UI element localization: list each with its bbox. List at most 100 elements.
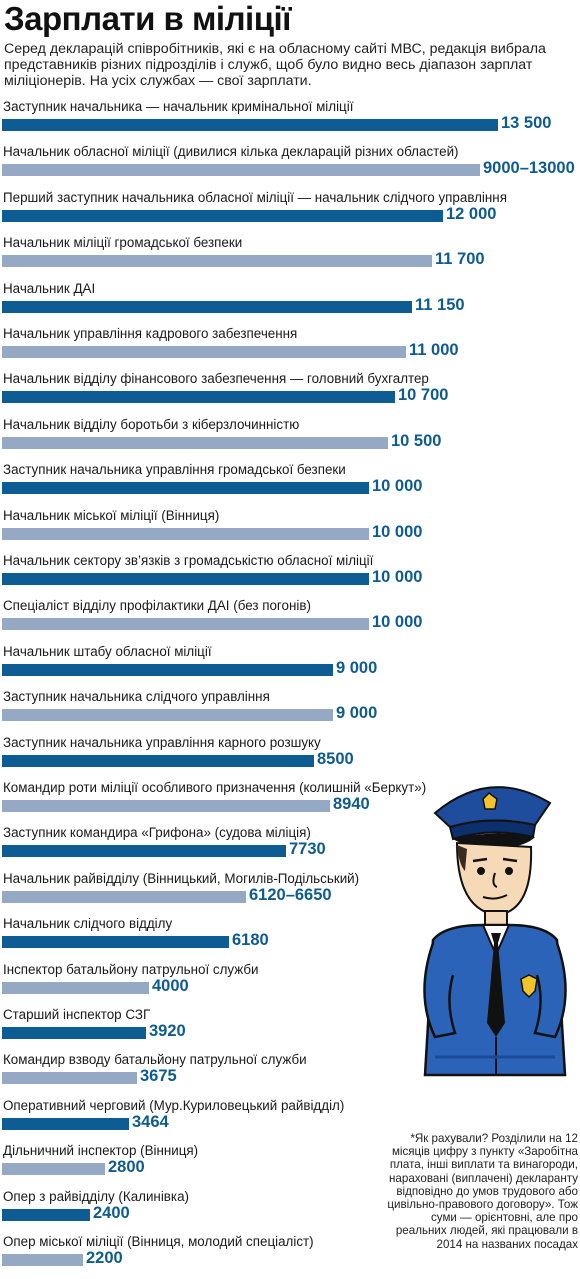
chart-row: Інспектор батальйону патрульної служби 40… [0, 962, 580, 1007]
police-officer-illustration [423, 786, 567, 1077]
value-label: 2400 [93, 1203, 130, 1222]
chart-row: Командир роти міліції особливого признач… [0, 780, 580, 825]
chart-row: Начальник відділу боротьби з кіберзлочин… [0, 417, 580, 462]
value-label: 12 000 [446, 204, 497, 223]
category-label: Начальник відділу боротьби з кіберзлочин… [3, 416, 300, 432]
value-label: 10 000 [372, 522, 423, 541]
page-subtitle: Серед декларацій співробітників, які є н… [4, 41, 546, 89]
bar [2, 573, 369, 585]
category-label: Заступник начальника управління карного … [3, 734, 321, 750]
value-label: 10 700 [398, 386, 449, 405]
value-label: 11 150 [415, 295, 465, 314]
value-label: 4000 [152, 976, 189, 995]
value-label: 7730 [289, 840, 326, 859]
bar [2, 527, 369, 540]
value-label: 3675 [140, 1067, 177, 1086]
category-label: Начальник штабу обласної міліції [3, 643, 212, 659]
bar [2, 1208, 90, 1221]
value-label: 8940 [333, 795, 370, 813]
category-label: Заступник начальника — начальник криміна… [3, 99, 354, 114]
category-label: Опер міської міліції (Вінниця, молодий с… [3, 1234, 314, 1249]
chart-row: Заступник начальника управління карного … [0, 735, 580, 780]
category-label: Начальник слідчого відділу [3, 916, 173, 932]
bar [2, 754, 314, 767]
category-label: Старший інспектор СЗГ [3, 1007, 151, 1022]
police-officer-icon [423, 786, 567, 1077]
chart-row: Старший інспектор СЗГ 3920 [0, 1007, 580, 1052]
bar [2, 255, 432, 268]
category-label: Дільничний інспектор (Вінниця) [3, 1143, 199, 1159]
bar [2, 709, 333, 722]
category-label: Заступник начальника управління громадсь… [3, 462, 346, 478]
value-label: 11 000 [409, 341, 459, 359]
bar [2, 209, 443, 222]
bar [2, 482, 369, 495]
bar [2, 1254, 83, 1266]
chart-row: Начальник міської міліції (Вінниця) 10 00… [0, 508, 580, 553]
bar [2, 981, 149, 994]
chart-row: Начальник райвідділу (Вінницький, Могилі… [0, 871, 580, 916]
value-label: 6180 [232, 931, 269, 950]
category-label: Спеціаліст відділу профілактики ДАІ (без… [3, 598, 311, 614]
bar [2, 663, 333, 676]
category-label: Начальник ДАІ [3, 280, 96, 296]
bar [2, 1163, 105, 1176]
bar [2, 300, 412, 313]
value-label: 2800 [108, 1158, 145, 1177]
chart-row: Начальник штабу обласної міліції 9 000 [0, 644, 580, 689]
value-label: 10 000 [372, 477, 423, 496]
category-label: Начальник відділу фінансового забезпечен… [3, 371, 429, 387]
chart-row: Заступник начальника — начальник криміна… [0, 99, 580, 144]
bar [2, 391, 395, 404]
value-label: 3920 [149, 1022, 186, 1040]
chart-row: Начальник обласної міліції (дивилися кіл… [0, 144, 580, 189]
category-label: Начальник обласної міліції (дивилися кіл… [3, 144, 459, 160]
bar [2, 1117, 129, 1130]
value-label: 9000–13000 [483, 159, 575, 178]
category-label: Начальник управління кадрового забезпече… [3, 326, 298, 341]
value-label: 6120–6650 [249, 885, 332, 904]
category-label: Начальник міліції громадської безпеки [3, 235, 243, 251]
chart-row: Спеціаліст відділу профілактики ДАІ (без… [0, 598, 580, 643]
bar [2, 164, 480, 177]
page-title: Зарплати в міліції [4, 0, 291, 37]
value-label: 8500 [317, 749, 354, 768]
value-label: 11 700 [435, 250, 485, 269]
value-label: 10 500 [391, 431, 442, 450]
chart-row: Начальник відділу фінансового забезпечен… [0, 371, 580, 416]
chart-row: Дільничний інспектор (Вінниця) 2800 [0, 1143, 580, 1188]
category-label: Заступник начальника слідчого управління [3, 689, 270, 705]
value-label: 13 500 [501, 114, 552, 132]
bar [2, 800, 330, 812]
bar [2, 618, 369, 631]
category-label: Командир взводу батальйону патрульної сл… [3, 1052, 307, 1068]
category-label: Інспектор батальйону патрульної служби [3, 961, 259, 977]
chart-row: Начальник сектору зв’язків з громадськіс… [0, 553, 580, 598]
category-label: Начальник райвідділу (Вінницький, Могилі… [3, 870, 360, 886]
chart-row: Перший заступник начальника обласної міл… [0, 190, 580, 235]
category-label: Начальник міської міліції (Вінниця) [3, 507, 220, 523]
chart-row: Опер міської міліції (Вінниця, молодий с… [0, 1234, 580, 1279]
chart-row: Командир взводу батальйону патрульної сл… [0, 1052, 580, 1097]
category-label: Начальник сектору зв’язків з громадськіс… [3, 553, 374, 568]
chart-row: Заступник начальника управління громадсь… [0, 462, 580, 507]
bar [2, 119, 498, 131]
chart-row: Заступник командира «Грифона» (судова мі… [0, 825, 580, 870]
category-label: Оперативний черговий (Мур.Куриловецький … [3, 1097, 345, 1113]
category-label: Командир роти міліції особливого признач… [3, 780, 427, 795]
category-label: Перший заступник начальника обласної міл… [3, 189, 507, 205]
value-label: 3464 [132, 1112, 169, 1131]
chart-row: Начальник ДАІ 11 150 [0, 281, 580, 326]
chart-row: Оперативний черговий (Мур.Куриловецький … [0, 1098, 580, 1143]
chart-row: Начальник управління кадрового забезпече… [0, 326, 580, 371]
value-label: 9 000 [336, 658, 378, 677]
chart-row: Заступник начальника слідчого управління… [0, 689, 580, 734]
value-label: 9 000 [336, 704, 378, 723]
bar [2, 890, 246, 903]
bar [2, 845, 286, 858]
category-label: Опер з райвідділу (Калинівка) [3, 1188, 189, 1204]
chart-row: Начальник слідчого відділу 6180 [0, 916, 580, 961]
category-label: Заступник командира «Грифона» (судова мі… [3, 825, 311, 841]
bar [2, 1072, 137, 1085]
